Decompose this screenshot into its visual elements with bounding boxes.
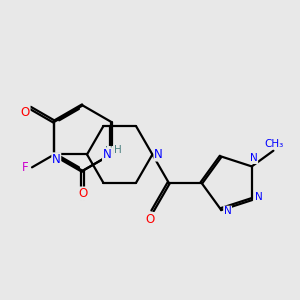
Text: O: O	[21, 106, 30, 119]
Text: N: N	[103, 148, 111, 161]
Text: CH₃: CH₃	[265, 139, 284, 149]
Text: H: H	[105, 146, 113, 157]
Text: F: F	[22, 161, 28, 174]
Text: O: O	[146, 212, 155, 226]
Text: N: N	[255, 192, 262, 202]
Text: N: N	[250, 154, 258, 164]
Text: N: N	[154, 148, 163, 161]
Text: H: H	[114, 145, 122, 154]
Text: N: N	[224, 206, 232, 216]
Text: N: N	[52, 153, 61, 166]
Text: O: O	[78, 187, 87, 200]
